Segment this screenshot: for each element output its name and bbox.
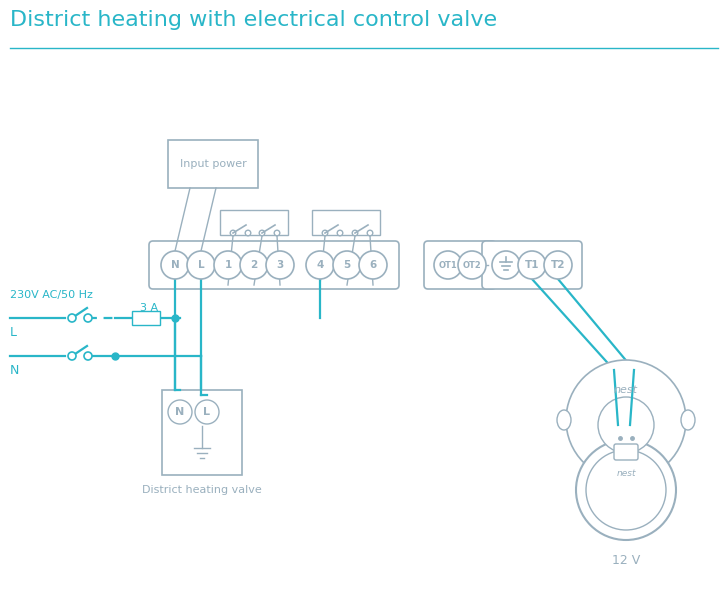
Text: T2: T2 [551, 260, 565, 270]
Text: N: N [10, 364, 20, 377]
Circle shape [598, 397, 654, 453]
Circle shape [458, 251, 486, 279]
Circle shape [323, 230, 328, 236]
FancyBboxPatch shape [312, 210, 380, 235]
Text: N: N [170, 260, 179, 270]
Text: Input power: Input power [180, 159, 246, 169]
Text: 1: 1 [224, 260, 232, 270]
Text: 2: 2 [250, 260, 258, 270]
Circle shape [84, 314, 92, 322]
Text: T1: T1 [525, 260, 539, 270]
Circle shape [68, 314, 76, 322]
Circle shape [306, 251, 334, 279]
Circle shape [576, 440, 676, 540]
Circle shape [187, 251, 215, 279]
Circle shape [492, 251, 520, 279]
Text: nest: nest [616, 469, 636, 479]
Text: L: L [204, 407, 210, 417]
FancyBboxPatch shape [162, 390, 242, 475]
FancyBboxPatch shape [614, 444, 638, 460]
Circle shape [230, 230, 236, 236]
Text: 4: 4 [316, 260, 324, 270]
Circle shape [544, 251, 572, 279]
Circle shape [337, 230, 343, 236]
Text: 5: 5 [344, 260, 351, 270]
Text: 230V AC/50 Hz: 230V AC/50 Hz [10, 290, 93, 300]
Circle shape [434, 251, 462, 279]
Circle shape [168, 400, 192, 424]
Text: 6: 6 [369, 260, 376, 270]
Text: OT2: OT2 [462, 261, 481, 270]
Circle shape [240, 251, 268, 279]
Circle shape [352, 230, 357, 236]
FancyBboxPatch shape [220, 210, 288, 235]
Ellipse shape [557, 410, 571, 430]
Text: N: N [175, 407, 185, 417]
Text: OT1: OT1 [439, 261, 457, 270]
Circle shape [566, 360, 686, 480]
Circle shape [359, 251, 387, 279]
FancyBboxPatch shape [132, 311, 160, 325]
FancyBboxPatch shape [168, 140, 258, 188]
Circle shape [274, 230, 280, 236]
Circle shape [161, 251, 189, 279]
Circle shape [259, 230, 265, 236]
Text: District heating valve: District heating valve [142, 485, 262, 495]
Text: nest: nest [614, 385, 638, 395]
Circle shape [266, 251, 294, 279]
Ellipse shape [681, 410, 695, 430]
Circle shape [333, 251, 361, 279]
Text: L: L [10, 326, 17, 339]
FancyBboxPatch shape [424, 241, 496, 289]
Circle shape [195, 400, 219, 424]
Circle shape [68, 352, 76, 360]
FancyBboxPatch shape [149, 241, 399, 289]
Text: 3: 3 [277, 260, 284, 270]
Circle shape [586, 450, 666, 530]
Circle shape [245, 230, 251, 236]
Text: 3 A: 3 A [140, 303, 158, 313]
Circle shape [518, 251, 546, 279]
Circle shape [214, 251, 242, 279]
Circle shape [84, 352, 92, 360]
Text: District heating with electrical control valve: District heating with electrical control… [10, 10, 497, 30]
Text: 12 V: 12 V [612, 554, 640, 567]
FancyBboxPatch shape [482, 241, 582, 289]
Text: L: L [198, 260, 205, 270]
Circle shape [367, 230, 373, 236]
